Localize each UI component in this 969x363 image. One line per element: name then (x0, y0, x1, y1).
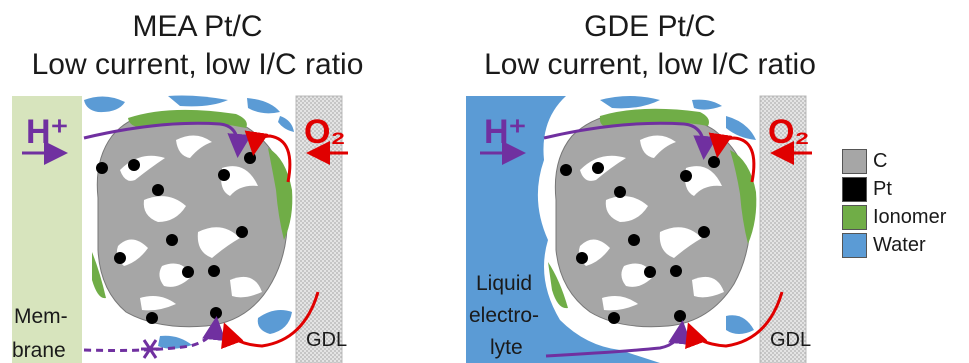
legend-swatch-ionomer (842, 204, 867, 230)
proton-path-bottom (545, 320, 692, 358)
h-plus-label: H⁺ (484, 113, 527, 151)
pt-particles (560, 156, 720, 324)
legend-swatch-water (842, 232, 867, 258)
panel-title-gde: GDE Pt/C Low current, low I/C ratio (440, 8, 860, 84)
electrolyte-label-line-1: Liquid (476, 272, 532, 295)
water-droplets (84, 95, 294, 349)
electrolyte-label-line-2: brane (12, 339, 66, 362)
h-plus-label: H⁺ (26, 113, 69, 151)
legend-swatch-c (842, 148, 867, 174)
water-droplets (600, 96, 756, 334)
proton-blocked-path (83, 316, 226, 352)
legend-item-ionomer: Ionomer (842, 203, 946, 231)
gdl-label: GDL (770, 329, 811, 351)
proton-path (83, 121, 252, 158)
o2-label: O₂ (768, 113, 810, 151)
electrolyte-label-line-2: electro- (469, 304, 539, 327)
legend-label-water: Water (873, 233, 926, 256)
proton-path (543, 121, 718, 160)
legend-item-pt: Pt (842, 175, 946, 203)
legend-label-ionomer: Ionomer (873, 205, 947, 228)
blocked-mark (141, 339, 159, 359)
panel-title-mea: MEA Pt/C Low current, low I/C ratio (0, 8, 395, 84)
gdl-region (759, 95, 807, 363)
oxygen-path-top (708, 132, 756, 183)
oxygen-path-bottom (685, 291, 784, 350)
legend-swatch-pt (842, 176, 867, 202)
oxygen-path-top (244, 130, 292, 183)
legend-item-water: Water (842, 231, 946, 259)
gdl-label: GDL (306, 329, 347, 351)
legend-item-c: C (842, 147, 946, 175)
o2-label: O₂ (304, 113, 346, 151)
title-line-2: Low current, low I/C ratio (484, 48, 816, 81)
title-line-2: Low current, low I/C ratio (31, 48, 364, 81)
legend: C Pt Ionomer Water (842, 147, 946, 259)
panel-mea: H⁺ O₂ GDL Mem- brane (12, 95, 348, 363)
legend-label-pt: Pt (873, 177, 892, 200)
title-line-1: GDE Pt/C (584, 10, 716, 43)
oxygen-path-bottom (221, 291, 320, 350)
title-line-1: MEA Pt/C (132, 10, 263, 43)
pt-particles (96, 152, 256, 324)
electrolyte-label-line-1: Mem- (14, 305, 68, 328)
membrane-region (12, 96, 82, 363)
gdl-region (295, 95, 343, 363)
panel-gde: H⁺ O₂ GDL Liquid electro- lyte (466, 95, 812, 363)
legend-label-c: C (873, 149, 888, 172)
electrolyte-label-line-3: lyte (490, 336, 523, 359)
